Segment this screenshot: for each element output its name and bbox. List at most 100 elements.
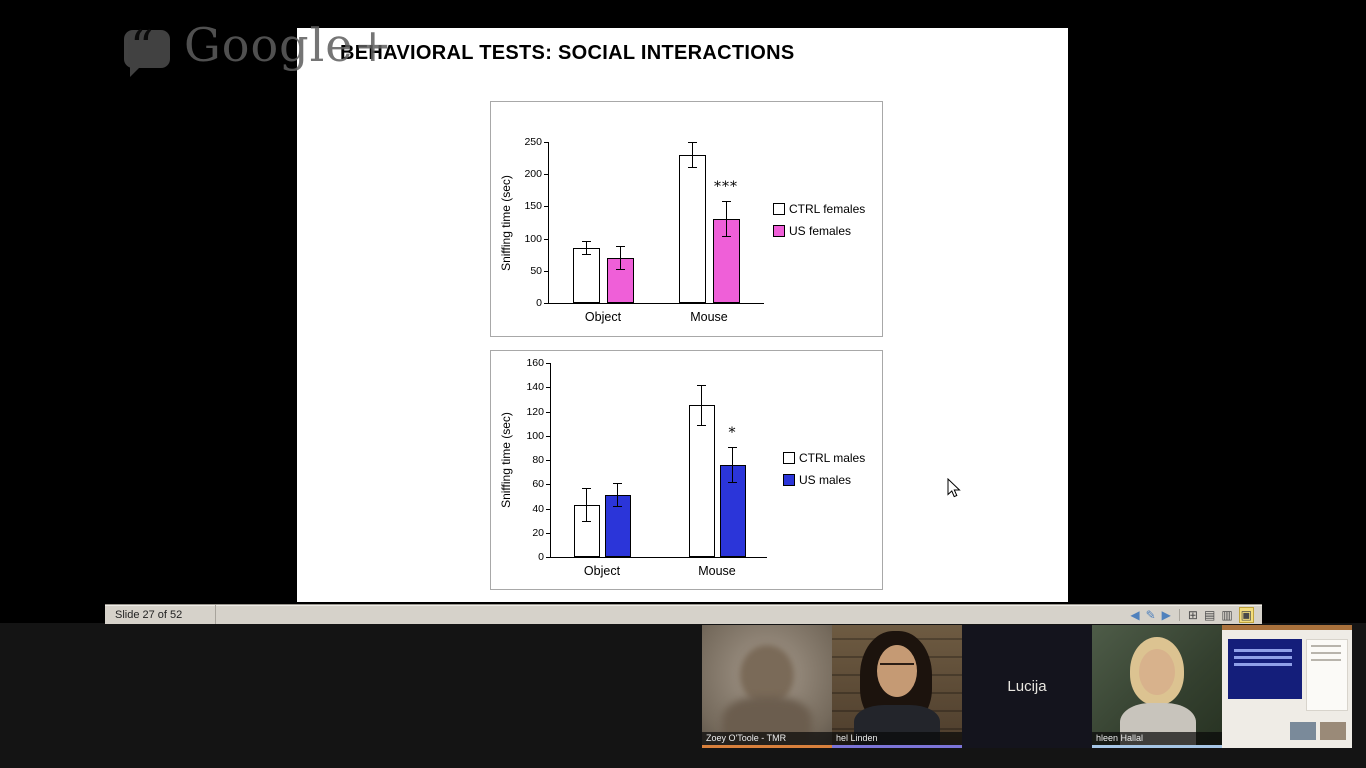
participant-accent-bar	[832, 745, 962, 748]
bar-ctrl-females-object	[572, 248, 600, 303]
error-bar-cap	[613, 483, 622, 485]
y-tick-label: 100	[526, 429, 544, 442]
error-bar	[586, 487, 587, 522]
y-tick-label: 120	[526, 405, 544, 418]
quote-marks-icon: “	[130, 20, 153, 74]
participant-name-label: hel Linden	[832, 732, 962, 745]
participant-filmstrip: Zoey O'Toole - TMR hel Linden Lucija	[0, 623, 1366, 768]
slide-preview-textline	[1311, 645, 1341, 647]
video-frame	[1222, 625, 1352, 748]
view-normal-icon[interactable]: ⊞	[1187, 607, 1198, 622]
significance-annotation: *	[728, 424, 737, 441]
statusbar-icons: ◀ ✎ ▶ ⊞ ▤ ▥ ▣	[1130, 606, 1262, 623]
participant-video-slides-preview[interactable]	[1222, 625, 1352, 748]
slide-preview-textline	[1234, 663, 1292, 666]
legend-item: US males	[783, 469, 865, 491]
participant-video-hallal[interactable]: hleen Hallal	[1092, 625, 1222, 748]
hangouts-quote-bubble-icon: “	[124, 24, 170, 77]
participant-video-linden[interactable]: hel Linden	[832, 625, 962, 748]
error-bar	[725, 201, 727, 238]
y-tick-label: 160	[526, 357, 544, 369]
participant-video-lucija[interactable]: Lucija	[962, 625, 1092, 748]
significance-annotation: ***	[714, 179, 738, 196]
speech-bubble-tail	[130, 66, 141, 77]
google-plus-watermark: “ Google+	[124, 18, 394, 77]
legend-label: US males	[799, 473, 852, 487]
presentation-slide: BEHAVIORAL TESTS: SOCIAL INTERACTIONS Sn…	[297, 28, 1068, 602]
person-silhouette	[740, 645, 794, 705]
participant-name-label: hleen Hallal	[1092, 732, 1222, 745]
error-bar	[701, 384, 702, 427]
error-bar-cap	[697, 384, 706, 386]
slide-preview-textline	[1234, 649, 1292, 652]
slide-preview-textline	[1311, 652, 1341, 654]
slide-preview-sidebar	[1306, 639, 1348, 711]
y-tick-mark	[544, 206, 548, 208]
slide-preview-image	[1320, 722, 1346, 740]
slide-preview-textbox	[1228, 639, 1302, 699]
x-category-label: Object	[583, 564, 621, 578]
participant-name-label: Zoey O'Toole - TMR	[702, 732, 832, 745]
error-bar	[617, 483, 618, 508]
legend-item: CTRL females	[773, 198, 865, 220]
slide-preview-textline	[1311, 659, 1341, 661]
error-bar	[691, 142, 693, 168]
legend-label: US females	[789, 224, 852, 238]
error-bar-cap	[615, 246, 625, 248]
view-notes-icon[interactable]: ▥	[1221, 607, 1233, 622]
legend-swatch	[773, 203, 785, 215]
legend-label: CTRL males	[799, 451, 866, 465]
mouse-cursor	[947, 478, 961, 498]
error-bar-cap	[613, 506, 622, 508]
y-tick-mark	[546, 460, 550, 461]
chart-males-sniffing-time: Sniffing time (sec) 0 20 40 60 80 100 120 140 160…	[490, 350, 883, 590]
toolbar-separator	[1178, 608, 1180, 621]
y-tick-label: 250	[524, 136, 542, 148]
glasses-detail	[880, 663, 914, 671]
view-outline-icon[interactable]: ▤	[1203, 607, 1216, 622]
y-tick-mark	[546, 532, 550, 534]
error-bar-cap	[687, 166, 697, 168]
person-silhouette	[1139, 649, 1175, 695]
error-bar-cap	[582, 520, 591, 522]
y-tick-label: 50	[530, 264, 542, 277]
y-tick-mark	[544, 174, 548, 176]
error-bar-cap	[721, 236, 731, 238]
participant-name-label: Lucija	[1007, 678, 1047, 695]
participant-video-zoey[interactable]: Zoey O'Toole - TMR	[702, 625, 832, 748]
jump-to-slide-icon[interactable]: ✎	[1145, 607, 1156, 622]
error-bar-cap	[728, 446, 737, 448]
video-frame	[702, 625, 832, 748]
video-frame	[832, 625, 962, 748]
error-bar	[732, 446, 733, 484]
error-bar-cap	[581, 254, 591, 256]
y-tick-mark	[546, 484, 550, 486]
legend-item: US females	[773, 220, 865, 242]
view-slideshow-icon[interactable]: ▣	[1238, 606, 1254, 623]
x-category-label: Object	[584, 310, 622, 324]
bar-ctrl-females-mouse	[678, 154, 706, 303]
y-tick-label: 200	[524, 168, 542, 181]
error-bar-cap	[582, 487, 591, 489]
video-frame: Lucija	[962, 625, 1092, 748]
y-tick-label: 60	[532, 478, 544, 491]
participant-tiles: Zoey O'Toole - TMR hel Linden Lucija	[702, 625, 1352, 748]
y-tick-label: 0	[536, 297, 542, 309]
google-plus-logo-text: Google+	[184, 18, 394, 72]
slide-preview-image	[1290, 722, 1316, 740]
next-slide-icon[interactable]: ▶	[1161, 607, 1171, 622]
participant-accent-bar	[702, 745, 832, 748]
participant-accent-bar	[1092, 745, 1222, 748]
error-bar-cap	[697, 425, 706, 427]
error-bar-cap	[615, 268, 625, 270]
legend: CTRL males US males	[783, 447, 865, 491]
y-tick-label: 80	[532, 454, 544, 466]
error-bar-cap	[581, 241, 591, 243]
prev-slide-icon[interactable]: ◀	[1130, 607, 1140, 622]
y-tick-label: 0	[538, 551, 544, 563]
y-tick-mark	[546, 387, 550, 389]
legend-swatch	[783, 474, 795, 486]
x-category-label: Mouse	[690, 310, 728, 324]
plot-area	[550, 363, 767, 558]
